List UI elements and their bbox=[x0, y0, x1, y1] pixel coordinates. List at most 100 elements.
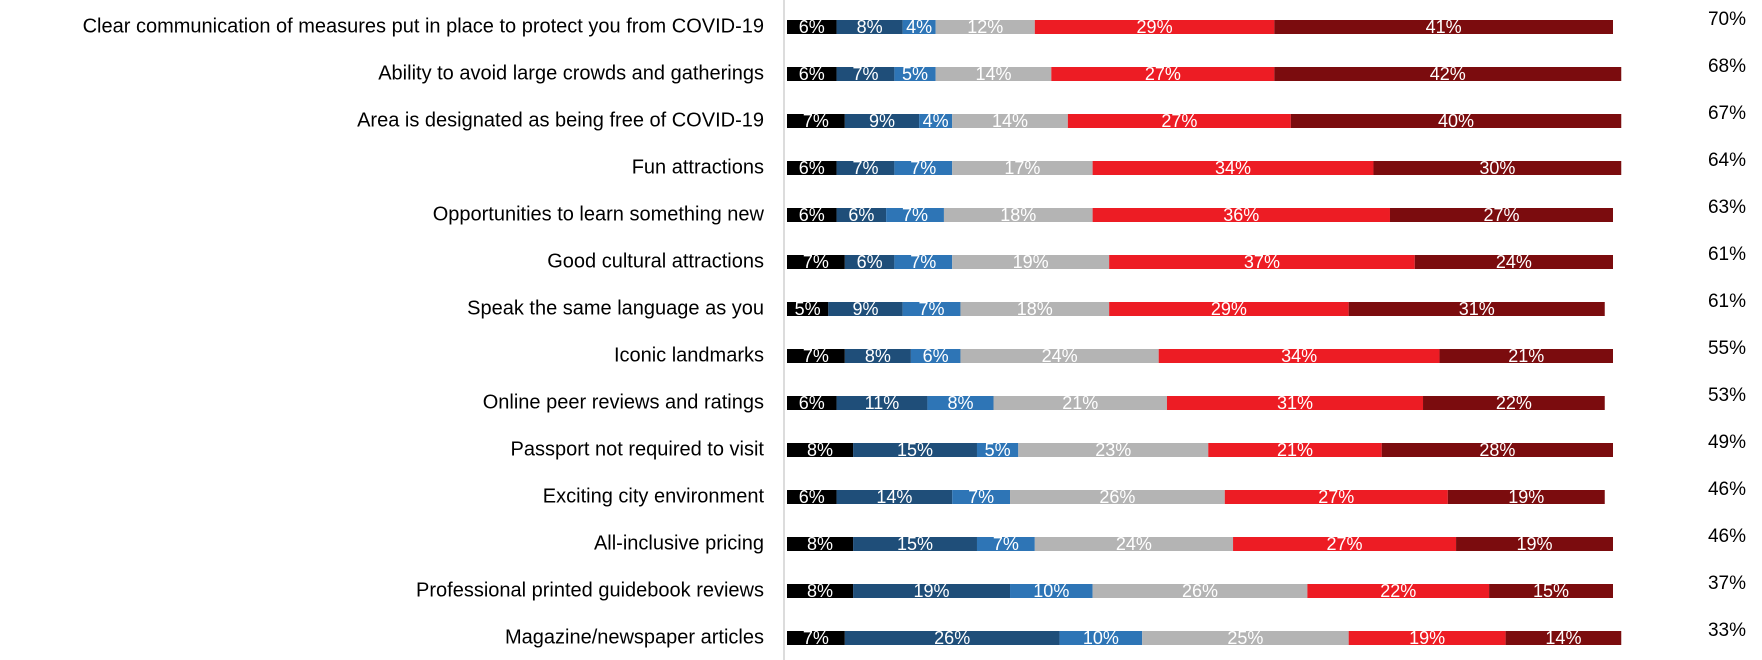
data-label: 7% bbox=[803, 252, 829, 272]
data-label: 14% bbox=[992, 111, 1028, 131]
data-label: 7% bbox=[910, 252, 936, 272]
data-label: 6% bbox=[799, 487, 825, 507]
bar-segment bbox=[1142, 631, 1349, 645]
bar-segment bbox=[1018, 443, 1209, 457]
data-label: 15% bbox=[897, 440, 933, 460]
data-label: 22% bbox=[1380, 581, 1416, 601]
data-label: 26% bbox=[934, 628, 970, 648]
bar-segment bbox=[1348, 302, 1605, 316]
data-label: 7% bbox=[852, 158, 878, 178]
data-label: 8% bbox=[807, 581, 833, 601]
bar-segment bbox=[952, 490, 1011, 504]
data-label: 21% bbox=[1508, 346, 1544, 366]
total-label: 53% bbox=[1708, 385, 1746, 406]
data-label: 9% bbox=[869, 111, 895, 131]
bar-segment bbox=[787, 443, 854, 457]
bar-segment bbox=[836, 208, 887, 222]
data-label: 40% bbox=[1438, 111, 1474, 131]
bar-segment bbox=[836, 161, 895, 175]
data-label: 8% bbox=[947, 393, 973, 413]
data-label: 27% bbox=[1327, 534, 1363, 554]
total-label: 49% bbox=[1708, 432, 1746, 453]
data-label: 27% bbox=[1318, 487, 1354, 507]
data-label: 25% bbox=[1227, 628, 1263, 648]
bar-segment bbox=[844, 631, 1060, 645]
category-label: Passport not required to visit bbox=[511, 438, 765, 460]
data-label: 6% bbox=[799, 64, 825, 84]
data-label: 26% bbox=[1182, 581, 1218, 601]
data-label: 31% bbox=[1277, 393, 1313, 413]
bar-segment bbox=[787, 349, 845, 363]
bar-segment bbox=[1208, 443, 1382, 457]
bar-segment bbox=[787, 490, 837, 504]
bar-segment bbox=[1489, 584, 1613, 598]
data-label: 6% bbox=[857, 252, 883, 272]
category-label: Area is designated as being free of COVI… bbox=[357, 109, 764, 131]
data-label: 29% bbox=[1211, 299, 1247, 319]
category-label: Exciting city environment bbox=[543, 485, 765, 507]
bar-segment bbox=[952, 255, 1110, 269]
bar-segment bbox=[1274, 20, 1613, 34]
bar-segment bbox=[1439, 349, 1613, 363]
data-label: 30% bbox=[1479, 158, 1515, 178]
data-label: 6% bbox=[799, 393, 825, 413]
data-label: 24% bbox=[1042, 346, 1078, 366]
data-label: 14% bbox=[975, 64, 1011, 84]
data-label: 9% bbox=[852, 299, 878, 319]
bar-segment bbox=[902, 20, 936, 34]
total-label: 67% bbox=[1708, 103, 1746, 124]
bar-segment bbox=[787, 114, 845, 128]
data-label: 8% bbox=[807, 440, 833, 460]
bar-segment bbox=[894, 255, 953, 269]
bar-segment bbox=[1423, 396, 1605, 410]
data-label: 6% bbox=[799, 158, 825, 178]
data-label: 27% bbox=[1145, 64, 1181, 84]
data-label: 14% bbox=[1545, 628, 1581, 648]
data-label: 15% bbox=[1533, 581, 1569, 601]
data-label: 24% bbox=[1116, 534, 1152, 554]
total-label: 68% bbox=[1708, 56, 1746, 77]
bar-segment bbox=[976, 443, 1019, 457]
category-label: Online peer reviews and ratings bbox=[483, 391, 764, 413]
data-label: 27% bbox=[1161, 111, 1197, 131]
bar-segment bbox=[952, 114, 1068, 128]
bar-segment bbox=[836, 490, 953, 504]
bar-segment bbox=[787, 208, 837, 222]
bar-segment bbox=[1010, 490, 1225, 504]
data-label: 7% bbox=[993, 534, 1019, 554]
data-label: 19% bbox=[914, 581, 950, 601]
data-label: 5% bbox=[795, 299, 821, 319]
data-label: 12% bbox=[967, 17, 1003, 37]
total-label: 37% bbox=[1708, 573, 1746, 594]
bar-segment bbox=[1034, 20, 1275, 34]
category-label: Opportunities to learn something new bbox=[433, 203, 765, 225]
data-label: 42% bbox=[1430, 64, 1466, 84]
data-label: 6% bbox=[799, 205, 825, 225]
data-label: 34% bbox=[1281, 346, 1317, 366]
bar-segment bbox=[1373, 161, 1622, 175]
bar-segment bbox=[1381, 443, 1613, 457]
bar-segment bbox=[1290, 114, 1622, 128]
bar-segment bbox=[894, 161, 953, 175]
bar-segment bbox=[910, 349, 961, 363]
data-label: 37% bbox=[1244, 252, 1280, 272]
bar-segment bbox=[919, 114, 953, 128]
bar-segment bbox=[894, 67, 936, 81]
data-label: 7% bbox=[852, 64, 878, 84]
bar-segment bbox=[1447, 490, 1605, 504]
category-label: Good cultural attractions bbox=[547, 250, 764, 272]
bar-segment bbox=[1092, 208, 1390, 222]
data-label: 19% bbox=[1517, 534, 1553, 554]
data-label: 7% bbox=[803, 111, 829, 131]
bar-segment bbox=[1059, 631, 1143, 645]
bar-segment bbox=[1010, 584, 1093, 598]
data-label: 23% bbox=[1095, 440, 1131, 460]
data-label: 8% bbox=[857, 17, 883, 37]
bar-segment bbox=[1109, 302, 1349, 316]
data-label: 10% bbox=[1083, 628, 1119, 648]
bar-segment bbox=[787, 67, 837, 81]
bar-segment bbox=[787, 584, 854, 598]
data-label: 6% bbox=[923, 346, 949, 366]
category-label: Clear communication of measures put in p… bbox=[83, 15, 764, 37]
